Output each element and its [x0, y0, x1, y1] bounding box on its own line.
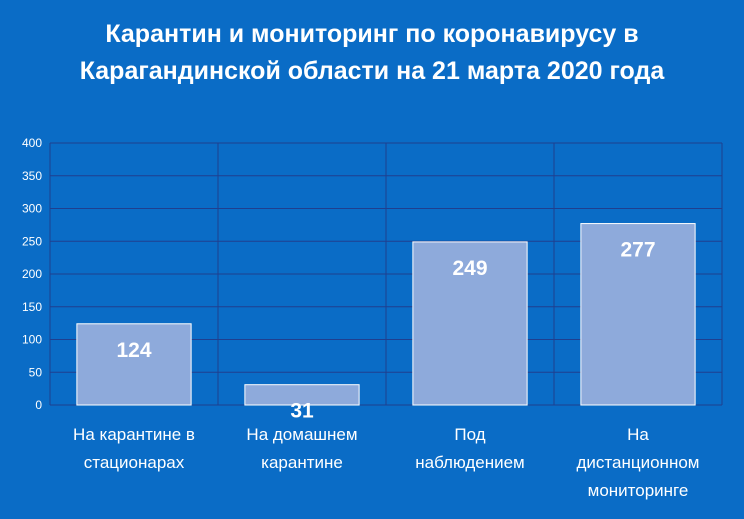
- x-category-label: дистанционном: [577, 453, 700, 472]
- bar: [412, 241, 528, 406]
- y-tick-label: 100: [22, 333, 42, 347]
- y-tick-label: 400: [22, 136, 42, 150]
- x-category-label: наблюдением: [415, 453, 525, 472]
- y-tick-label: 50: [29, 365, 43, 379]
- x-category-label: карантине: [261, 453, 343, 472]
- data-label: 124: [116, 339, 151, 362]
- x-category-label: Под: [454, 425, 485, 444]
- bar: [76, 323, 192, 406]
- bar: [244, 384, 360, 406]
- chart-title: Карантин и мониторинг по коронавирусу в …: [79, 20, 665, 85]
- y-tick-label: 300: [22, 202, 42, 216]
- y-tick-label: 150: [22, 300, 42, 314]
- x-category-label: мониторинге: [588, 481, 689, 500]
- x-category-label: На: [627, 425, 649, 444]
- y-tick-label: 250: [22, 234, 42, 248]
- data-label: 31: [290, 400, 314, 423]
- y-tick-label: 0: [35, 398, 42, 412]
- x-category-label: На карантине в: [73, 425, 195, 444]
- data-label: 249: [452, 257, 487, 280]
- y-tick-label: 350: [22, 169, 42, 183]
- y-tick-label: 200: [22, 267, 42, 281]
- data-label: 277: [620, 239, 655, 262]
- x-category-label: стационарах: [84, 453, 185, 472]
- bar: [580, 223, 696, 406]
- x-category-label: На домашнем: [246, 425, 357, 444]
